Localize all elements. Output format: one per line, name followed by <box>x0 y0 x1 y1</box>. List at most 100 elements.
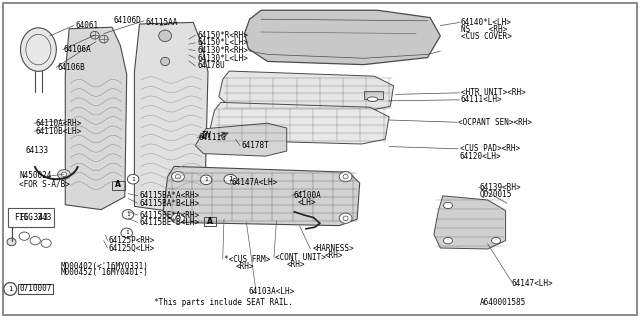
Ellipse shape <box>26 34 51 65</box>
Text: 1: 1 <box>126 212 130 217</box>
Ellipse shape <box>343 216 348 220</box>
Text: 64110B<LH>: 64110B<LH> <box>35 127 81 136</box>
Polygon shape <box>210 102 389 144</box>
Text: 64120<LH>: 64120<LH> <box>460 152 501 161</box>
Polygon shape <box>219 71 394 110</box>
Ellipse shape <box>7 238 16 246</box>
Text: M000452('16MY0401-): M000452('16MY0401-) <box>61 268 148 277</box>
Text: 64106D: 64106D <box>114 16 141 25</box>
Text: 64115BA*A<RH>: 64115BA*A<RH> <box>140 191 200 200</box>
Ellipse shape <box>444 237 452 244</box>
Text: 64150*R<RH>: 64150*R<RH> <box>197 31 248 40</box>
Ellipse shape <box>492 237 500 244</box>
Polygon shape <box>65 27 127 210</box>
Ellipse shape <box>90 31 99 39</box>
Text: 64125P<RH>: 64125P<RH> <box>109 236 155 245</box>
Ellipse shape <box>339 172 352 182</box>
Text: 1: 1 <box>8 286 12 292</box>
Bar <box>204 217 216 226</box>
Ellipse shape <box>175 216 180 220</box>
Text: N450024: N450024 <box>19 172 52 180</box>
Ellipse shape <box>159 30 172 42</box>
Ellipse shape <box>161 57 170 66</box>
Polygon shape <box>244 10 440 65</box>
Text: A: A <box>115 180 122 189</box>
Ellipse shape <box>30 236 40 245</box>
Text: <CUS COVER>: <CUS COVER> <box>461 32 511 41</box>
Text: 64125Q<LH>: 64125Q<LH> <box>109 244 155 252</box>
Text: 64115BE*B<LH>: 64115BE*B<LH> <box>140 218 200 227</box>
Ellipse shape <box>343 174 348 179</box>
Bar <box>364 91 383 99</box>
Polygon shape <box>195 123 287 156</box>
Text: FIG.343: FIG.343 <box>13 213 48 222</box>
Text: M000402(<'16MY0331): M000402(<'16MY0331) <box>61 262 148 271</box>
Text: 64139<RH>: 64139<RH> <box>480 183 522 192</box>
Text: 1: 1 <box>131 177 135 182</box>
Text: 64110A<RH>: 64110A<RH> <box>35 119 81 128</box>
Ellipse shape <box>122 210 134 219</box>
Bar <box>112 181 125 190</box>
Text: <LH>: <LH> <box>298 198 316 207</box>
Text: 64150*L<LH>: 64150*L<LH> <box>197 38 248 47</box>
Text: <FOR S-A/B>: <FOR S-A/B> <box>19 180 70 188</box>
Text: 64147A<LH>: 64147A<LH> <box>232 178 278 187</box>
Ellipse shape <box>367 97 378 101</box>
Text: 64115BE*A<RH>: 64115BE*A<RH> <box>140 211 200 220</box>
Text: <CUS PAD><RH>: <CUS PAD><RH> <box>460 144 520 153</box>
Text: 64130*L<LH>: 64130*L<LH> <box>197 54 248 63</box>
Text: 64111<LH>: 64111<LH> <box>461 95 502 104</box>
Text: FIG.343: FIG.343 <box>19 213 52 222</box>
Text: *<CUS FRM>: *<CUS FRM> <box>224 255 270 264</box>
Text: <RH>: <RH> <box>287 260 305 269</box>
Ellipse shape <box>175 174 180 179</box>
Ellipse shape <box>19 232 29 240</box>
Ellipse shape <box>172 213 184 223</box>
Text: 64106B: 64106B <box>58 63 85 72</box>
Text: 1: 1 <box>204 177 208 182</box>
Text: *This parts include SEAT RAIL.: *This parts include SEAT RAIL. <box>154 298 292 307</box>
Text: 64061: 64061 <box>76 21 99 30</box>
Text: 64111G: 64111G <box>198 133 226 142</box>
Text: 64115BA*B<LH>: 64115BA*B<LH> <box>140 199 200 208</box>
Polygon shape <box>434 196 506 249</box>
Ellipse shape <box>200 175 212 185</box>
Ellipse shape <box>121 228 132 238</box>
Text: <RH>: <RH> <box>236 262 254 271</box>
Text: IN: IN <box>200 131 211 140</box>
Text: <HTR UNIT><RH>: <HTR UNIT><RH> <box>461 88 525 97</box>
Text: A640001585: A640001585 <box>480 298 526 307</box>
Text: 64133: 64133 <box>26 146 49 155</box>
Ellipse shape <box>20 28 56 71</box>
Text: 64130*R<RH>: 64130*R<RH> <box>197 46 248 55</box>
Text: 64100A: 64100A <box>293 191 321 200</box>
Bar <box>8 208 54 227</box>
Text: <HARNESS>: <HARNESS> <box>312 244 354 253</box>
Text: Q020015: Q020015 <box>480 190 513 199</box>
Text: <RH>: <RH> <box>325 252 344 260</box>
Text: 0710007: 0710007 <box>20 284 52 293</box>
Ellipse shape <box>41 239 51 247</box>
Ellipse shape <box>61 172 67 177</box>
Text: A: A <box>207 217 213 226</box>
Text: 64103A<LH>: 64103A<LH> <box>248 287 294 296</box>
Ellipse shape <box>339 213 352 223</box>
Text: 64115AA: 64115AA <box>146 18 179 27</box>
Text: NS    <RH>: NS <RH> <box>461 25 507 34</box>
Text: 64140*L<LH>: 64140*L<LH> <box>461 18 511 27</box>
Ellipse shape <box>99 35 108 43</box>
Text: 64178U: 64178U <box>197 61 225 70</box>
Polygon shape <box>163 166 360 226</box>
Ellipse shape <box>58 170 70 179</box>
Ellipse shape <box>172 172 184 182</box>
Ellipse shape <box>127 174 139 184</box>
Text: 1: 1 <box>125 230 129 236</box>
Ellipse shape <box>4 283 17 295</box>
Text: 64147<LH>: 64147<LH> <box>512 279 554 288</box>
Text: 64106A: 64106A <box>64 45 92 54</box>
Text: <CONT UNIT>: <CONT UNIT> <box>275 253 326 262</box>
Text: 1: 1 <box>228 176 232 182</box>
Bar <box>18 284 53 294</box>
Ellipse shape <box>224 174 237 184</box>
Text: 64178T: 64178T <box>242 141 269 150</box>
